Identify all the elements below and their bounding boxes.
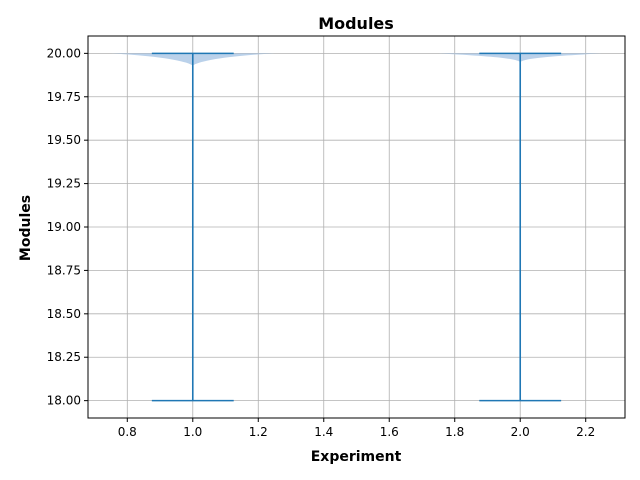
violin-bodies bbox=[110, 53, 603, 66]
y-tick-label: 19.25 bbox=[47, 177, 81, 191]
x-tick-label: 2.0 bbox=[511, 425, 530, 439]
violin-lines bbox=[151, 52, 562, 402]
grid bbox=[88, 36, 625, 418]
x-tick-label: 1.2 bbox=[249, 425, 268, 439]
y-tick-label: 18.75 bbox=[47, 263, 81, 277]
x-axis: 0.8 1.0 1.2 1.4 1.6 1.8 2.0 2.2 bbox=[118, 418, 595, 439]
x-tick-label: 1.6 bbox=[380, 425, 399, 439]
x-tick-label: 2.2 bbox=[576, 425, 595, 439]
y-tick-label: 18.00 bbox=[47, 394, 81, 408]
y-tick-label: 19.50 bbox=[47, 133, 81, 147]
y-tick-label: 18.50 bbox=[47, 307, 81, 321]
y-axis-label: Modules bbox=[18, 195, 34, 261]
y-axis: 18.00 18.25 18.50 18.75 19.00 19.25 19.50 19.75… bbox=[47, 46, 88, 408]
y-tick-label: 20.00 bbox=[47, 46, 81, 60]
y-tick-label: 18.25 bbox=[47, 350, 81, 364]
y-tick-label: 19.00 bbox=[47, 220, 81, 234]
x-tick-label: 1.4 bbox=[314, 425, 333, 439]
x-tick-label: 0.8 bbox=[118, 425, 137, 439]
x-tick-label: 1.0 bbox=[183, 425, 202, 439]
y-tick-label: 19.75 bbox=[47, 90, 81, 104]
x-axis-label: Experiment bbox=[311, 449, 402, 465]
chart-title: Modules bbox=[318, 14, 394, 33]
x-tick-label: 1.8 bbox=[445, 425, 464, 439]
